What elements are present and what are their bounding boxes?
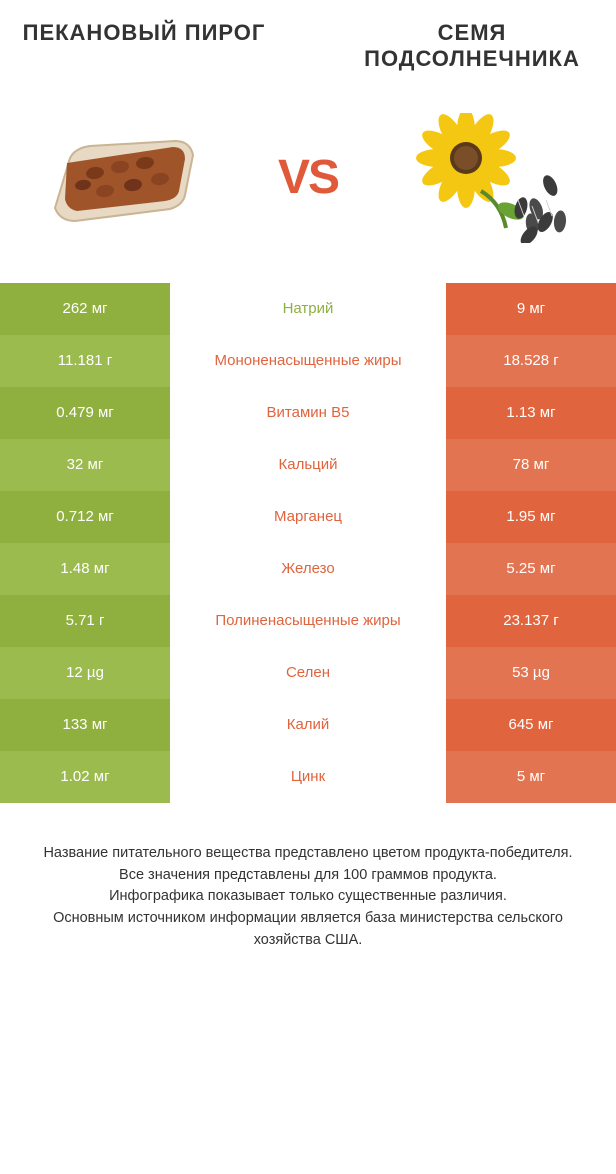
right-value: 78 мг: [446, 439, 616, 491]
nutrient-label: Калий: [170, 699, 446, 751]
right-value: 5.25 мг: [446, 543, 616, 595]
table-row: 0.479 мгВитамин B51.13 мг: [0, 387, 616, 439]
pecan-pie-icon: [35, 113, 205, 243]
table-row: 5.71 гПолиненасыщенные жиры23.137 г: [0, 595, 616, 647]
footer-line: Инфографика показывает только существенн…: [30, 886, 586, 908]
infographic-container: ПЕКАНОВЫЙ ПИРОГ СЕМЯ ПОДСОЛНЕЧНИКА VS: [0, 0, 616, 982]
right-value: 645 мг: [446, 699, 616, 751]
header-spacer: [278, 20, 338, 73]
nutrient-label: Цинк: [170, 751, 446, 803]
left-product-title: ПЕКАНОВЫЙ ПИРОГ: [10, 20, 278, 73]
left-value: 1.48 мг: [0, 543, 170, 595]
left-value: 133 мг: [0, 699, 170, 751]
table-row: 12 µgСелен53 µg: [0, 647, 616, 699]
right-value: 9 мг: [446, 283, 616, 335]
nutrient-label: Натрий: [170, 283, 446, 335]
right-product-title: СЕМЯ ПОДСОЛНЕЧНИКА: [338, 20, 606, 73]
right-value: 23.137 г: [446, 595, 616, 647]
right-value: 18.528 г: [446, 335, 616, 387]
nutrient-label: Железо: [170, 543, 446, 595]
footer-line: Все значения представлены для 100 граммо…: [30, 865, 586, 887]
left-value: 5.71 г: [0, 595, 170, 647]
footer-line: Название питательного вещества представл…: [30, 843, 586, 865]
left-value: 32 мг: [0, 439, 170, 491]
table-row: 1.02 мгЦинк5 мг: [0, 751, 616, 803]
table-row: 1.48 мгЖелезо5.25 мг: [0, 543, 616, 595]
footer: Название питательного вещества представл…: [0, 803, 616, 982]
left-value: 12 µg: [0, 647, 170, 699]
right-value: 1.95 мг: [446, 491, 616, 543]
nutrient-label: Кальций: [170, 439, 446, 491]
table-row: 0.712 мгМарганец1.95 мг: [0, 491, 616, 543]
table-row: 11.181 гМононенасыщенные жиры18.528 г: [0, 335, 616, 387]
right-value: 5 мг: [446, 751, 616, 803]
nutrient-label: Марганец: [170, 491, 446, 543]
left-value: 262 мг: [0, 283, 170, 335]
left-value: 0.712 мг: [0, 491, 170, 543]
header: ПЕКАНОВЫЙ ПИРОГ СЕМЯ ПОДСОЛНЕЧНИКА: [0, 0, 616, 83]
left-product-image: [30, 108, 210, 248]
table-row: 32 мгКальций78 мг: [0, 439, 616, 491]
left-value: 11.181 г: [0, 335, 170, 387]
vs-label: VS: [278, 150, 338, 205]
right-product-image: [406, 108, 586, 248]
right-value: 1.13 мг: [446, 387, 616, 439]
sunflower-seeds-icon: [411, 113, 581, 243]
table-row: 262 мгНатрий9 мг: [0, 283, 616, 335]
nutrient-label: Селен: [170, 647, 446, 699]
table-row: 133 мгКалий645 мг: [0, 699, 616, 751]
footer-line: Основным источником информации является …: [30, 908, 586, 952]
right-value: 53 µg: [446, 647, 616, 699]
left-value: 0.479 мг: [0, 387, 170, 439]
nutrient-label: Полиненасыщенные жиры: [170, 595, 446, 647]
images-row: VS: [0, 83, 616, 283]
nutrient-table: 262 мгНатрий9 мг11.181 гМононенасыщенные…: [0, 283, 616, 803]
nutrient-label: Мононенасыщенные жиры: [170, 335, 446, 387]
nutrient-label: Витамин B5: [170, 387, 446, 439]
left-value: 1.02 мг: [0, 751, 170, 803]
